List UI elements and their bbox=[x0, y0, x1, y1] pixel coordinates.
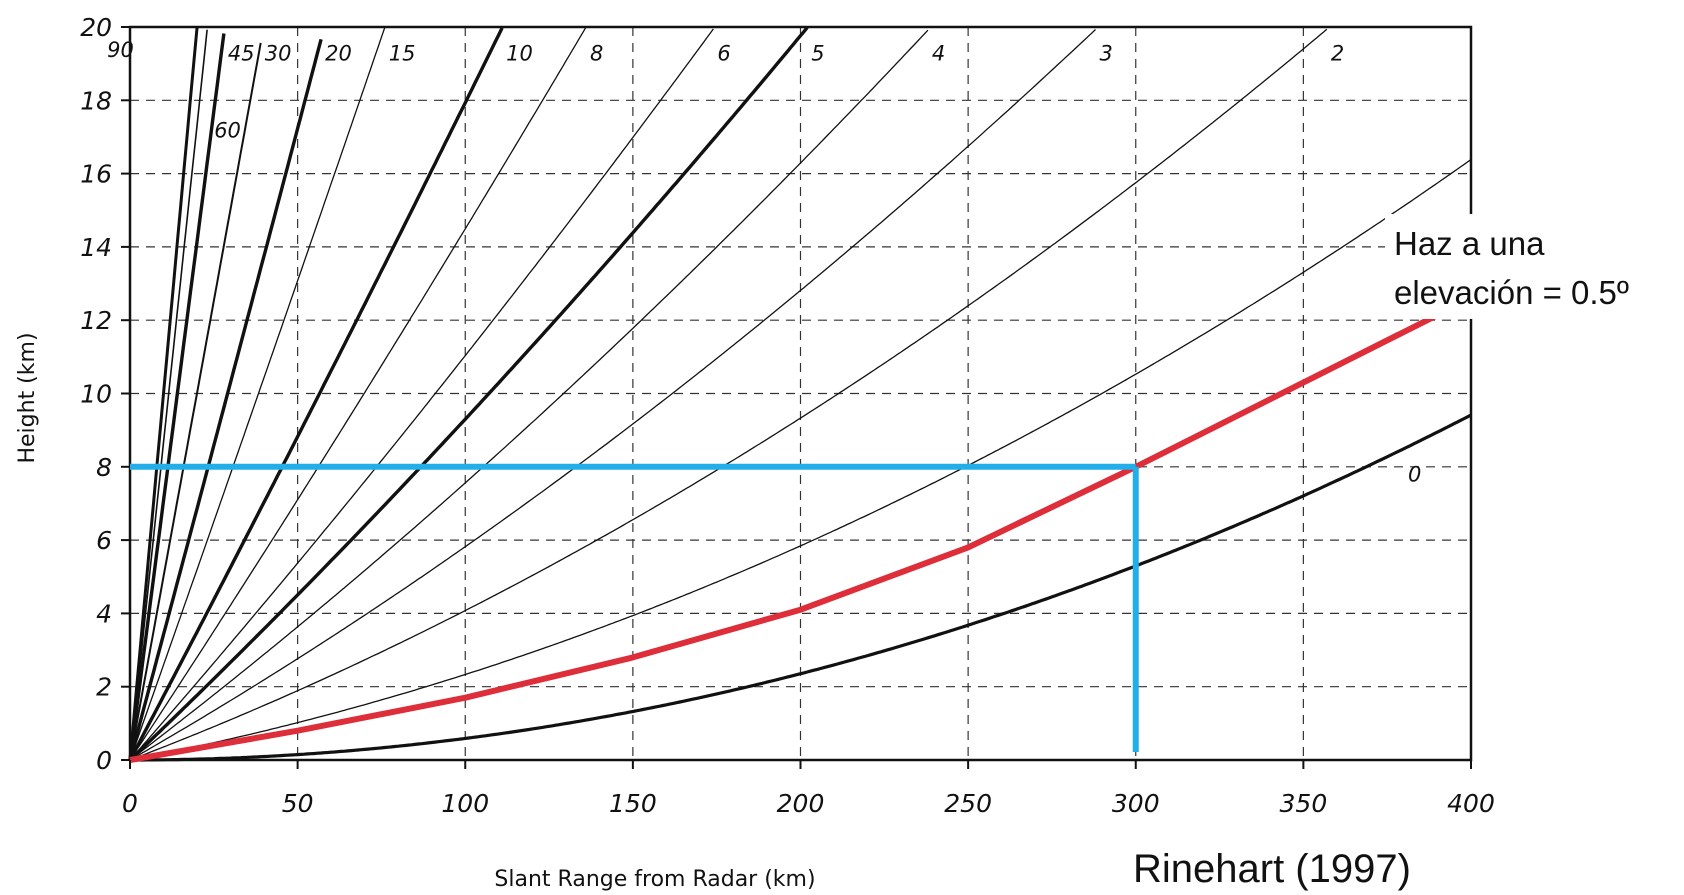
elevation-line-30 bbox=[129, 42, 262, 761]
x-tick-label-350: 350 bbox=[1280, 789, 1328, 818]
elevation-label-4: 4 bbox=[932, 42, 945, 66]
elevation-label-60: 60 bbox=[214, 119, 241, 143]
x-tick-label-100: 100 bbox=[441, 789, 489, 818]
elevation-label-2: 2 bbox=[1331, 42, 1344, 66]
elevation-lines bbox=[128, 26, 1472, 762]
elevation-line-15 bbox=[129, 27, 386, 761]
callout-background bbox=[1385, 214, 1683, 319]
source-credit: Rinehart (1997) bbox=[1133, 847, 1411, 891]
y-tick-label-0: 0 bbox=[96, 746, 112, 775]
y-tick-label-16: 16 bbox=[80, 160, 112, 189]
elevation-line-5 bbox=[128, 26, 809, 762]
callout-line-1: Haz a una bbox=[1394, 225, 1545, 262]
x-tick-label-300: 300 bbox=[1112, 789, 1160, 818]
elevation-label-90: 90 bbox=[107, 38, 134, 62]
x-axis-title: Slant Range from Radar (km) bbox=[494, 867, 815, 892]
x-tick-label-400: 400 bbox=[1447, 789, 1495, 818]
y-tick-label-4: 4 bbox=[96, 599, 112, 628]
elevation-label-45: 45 bbox=[228, 42, 255, 66]
elevation-line-8 bbox=[129, 26, 587, 761]
y-tick-label-12: 12 bbox=[80, 306, 112, 335]
elevation-line-1 bbox=[129, 159, 1472, 761]
x-tick-label-50: 50 bbox=[282, 789, 314, 818]
callout-line-2: elevación = 0.5º bbox=[1394, 274, 1629, 311]
x-tick-label-150: 150 bbox=[609, 789, 657, 818]
elevation-line-20 bbox=[128, 38, 323, 761]
elevation-line-90 bbox=[128, 26, 199, 761]
tick-labels: 0 50 100 150 200 250 300 350 4000246810121416182… bbox=[80, 13, 1495, 818]
elevation-label-0: 0 bbox=[1408, 463, 1421, 487]
y-tick-label-8: 8 bbox=[96, 453, 112, 482]
elevation-line-6 bbox=[129, 28, 714, 761]
elevation-line-10 bbox=[128, 27, 504, 761]
highlight-beam-line bbox=[129, 295, 1473, 763]
y-tick-label-10: 10 bbox=[80, 380, 112, 409]
elevation-label-15: 15 bbox=[389, 42, 416, 66]
y-tick-label-18: 18 bbox=[80, 86, 112, 115]
x-tick-label-250: 250 bbox=[944, 789, 992, 818]
elevation-label-6: 6 bbox=[717, 42, 730, 66]
x-tick-label-200: 200 bbox=[777, 789, 825, 818]
x-tick-label-0: 0 bbox=[122, 789, 138, 818]
elevation-line-4 bbox=[129, 29, 929, 761]
y-tick-label-20: 20 bbox=[80, 13, 112, 42]
elevation-label-8: 8 bbox=[590, 42, 603, 66]
elevation-line-45 bbox=[128, 33, 226, 761]
elevation-label-20: 20 bbox=[325, 42, 352, 66]
elevation-label-30: 30 bbox=[265, 42, 292, 66]
elevation-label-5: 5 bbox=[811, 42, 824, 66]
elevation-label-3: 3 bbox=[1100, 42, 1113, 66]
elevation-line-0 bbox=[130, 413, 1472, 762]
y-tick-label-14: 14 bbox=[80, 233, 112, 262]
y-axis-title: Height (km) bbox=[15, 332, 40, 463]
elevation-label-10: 10 bbox=[506, 42, 533, 66]
elevation-line-2 bbox=[129, 28, 1328, 761]
annotation-callout: Haz a una elevación = 0.5º bbox=[1385, 214, 1683, 319]
elevation-line-60 bbox=[129, 29, 208, 761]
y-tick-label-6: 6 bbox=[96, 526, 112, 555]
highlight-layer bbox=[129, 295, 1473, 763]
y-tick-label-2: 2 bbox=[96, 673, 112, 702]
elevation-line-3 bbox=[129, 29, 1096, 761]
